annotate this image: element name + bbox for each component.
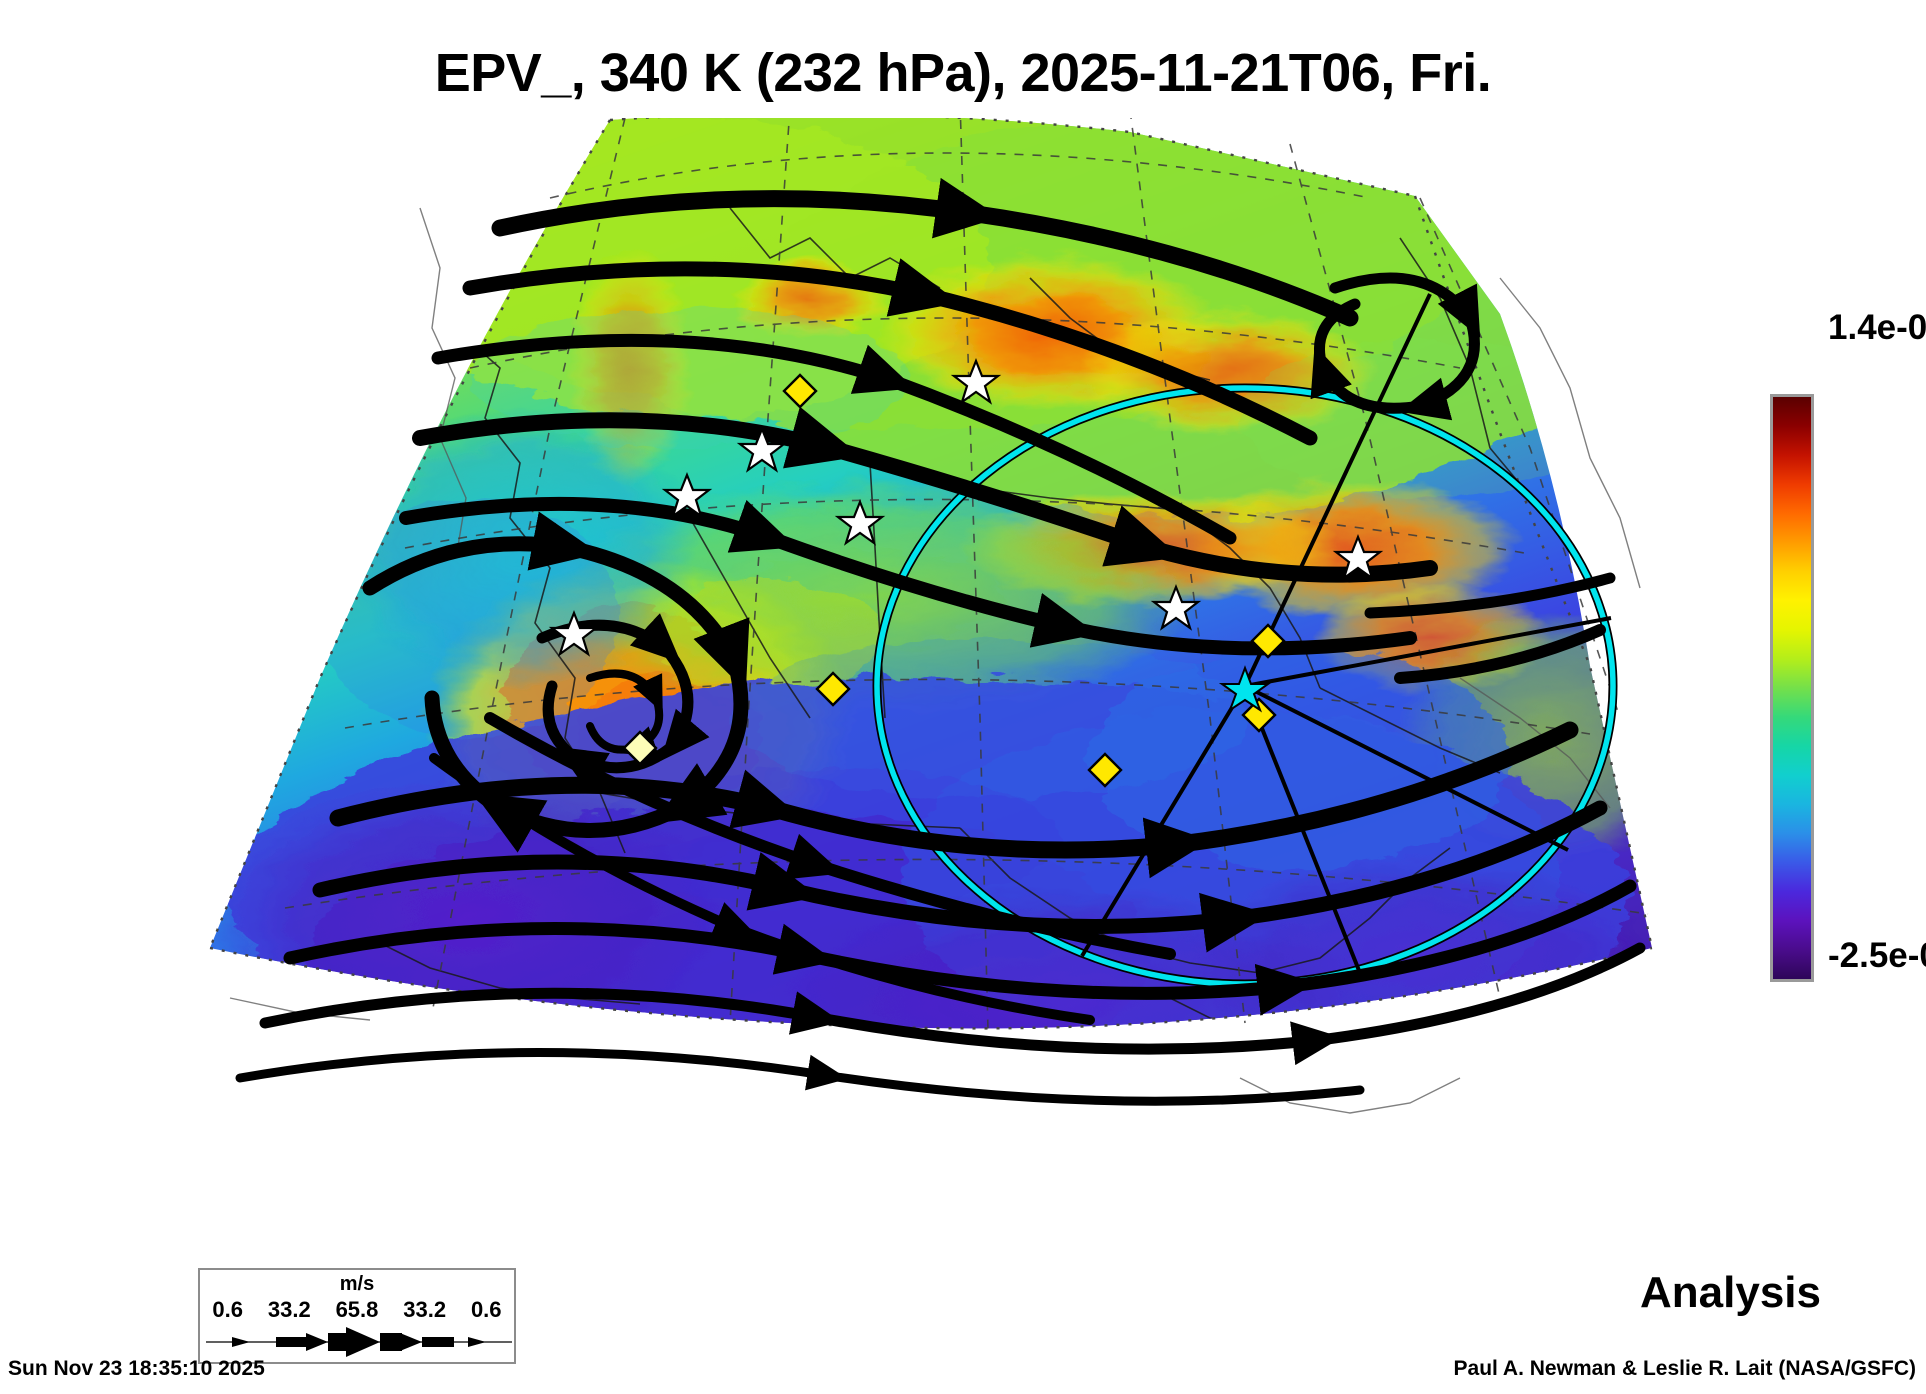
- marker-diamond[interactable]: [1087, 752, 1123, 788]
- colorbar-frame: [1770, 394, 1814, 982]
- marker-star[interactable]: [834, 499, 886, 546]
- wind-legend-tick: 33.2: [403, 1297, 447, 1322]
- marker-diamond[interactable]: [1241, 697, 1277, 733]
- station-markers[interactable]: [548, 358, 1384, 788]
- marker-diamond[interactable]: [815, 671, 851, 707]
- wind-legend-tick: 33.2: [267, 1297, 311, 1322]
- generated-timestamp: Sun Nov 23 18:35:10 2025: [8, 1357, 265, 1380]
- epv-scalar-field: [210, 118, 1652, 1029]
- colorbar-min-label: -2.5e-06: [1828, 936, 1926, 975]
- marker-star[interactable]: [1332, 534, 1384, 581]
- marker-star[interactable]: [736, 426, 788, 473]
- marker-star[interactable]: [661, 472, 713, 519]
- wind-legend-unit: m/s: [339, 1273, 375, 1295]
- map-panel[interactable]: [170, 118, 1710, 1288]
- wind-legend-tick: 65.8: [335, 1297, 379, 1322]
- marker-star[interactable]: [1150, 584, 1202, 631]
- marker-diamond[interactable]: [622, 730, 658, 766]
- wind-legend-ticks: 0.6 33.2 65.8 33.2 0.6: [200, 1297, 514, 1323]
- wind-streamlines: [235, 177, 1646, 1106]
- epv-map-plot[interactable]: [170, 118, 1710, 1288]
- colorbar-gradient: [1773, 397, 1811, 979]
- wind-legend-tick: 0.6: [212, 1297, 244, 1322]
- marker-diamond[interactable]: [782, 373, 818, 409]
- colorbar: 1.4e-05 -2.5e-06: [1762, 308, 1926, 990]
- author-credit: Paul A. Newman & Leslie R. Lait (NASA/GS…: [1453, 1357, 1916, 1380]
- analysis-label: Analysis: [1640, 1268, 1821, 1317]
- marker-star-center[interactable]: [1218, 665, 1272, 713]
- wind-legend-arrow-scale: [206, 1327, 512, 1357]
- page-title: EPV_, 340 K (232 hPa), 2025-11-21T06, Fr…: [434, 43, 1492, 103]
- marker-diamond[interactable]: [1250, 623, 1286, 659]
- marker-star[interactable]: [950, 358, 1002, 405]
- colorbar-max-label: 1.4e-05: [1828, 308, 1926, 347]
- wind-legend-tick: 0.6: [470, 1297, 502, 1322]
- marker-star[interactable]: [548, 610, 600, 657]
- wind-speed-legend: m/s 0.6 33.2 65.8 33.2 0.6: [198, 1268, 516, 1364]
